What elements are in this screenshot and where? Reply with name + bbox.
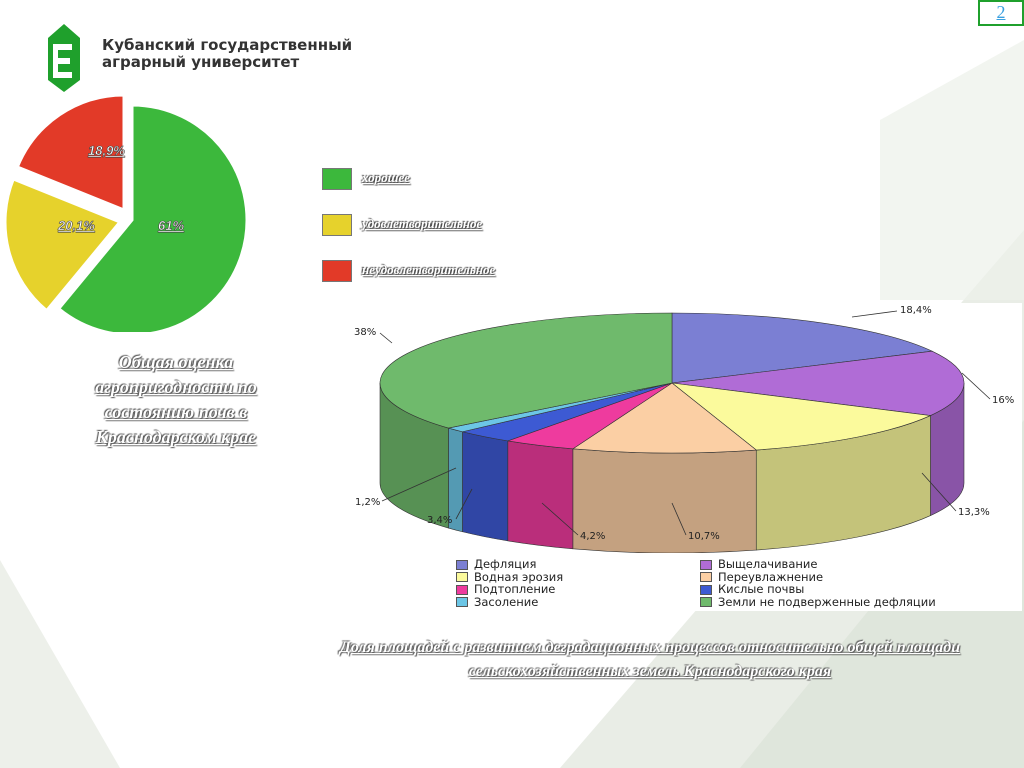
legend-item-good: хорошее	[322, 168, 582, 192]
pie2-legend-swatch-7	[700, 597, 712, 607]
university-name: Кубанский государственный аграрный униве…	[102, 37, 352, 71]
pie1-slice-2	[15, 93, 126, 213]
pie2-legend-item-7: Земли не подверженные дефляции	[700, 596, 936, 608]
pie2-slice-0	[671, 312, 934, 384]
pie2-leader-6	[381, 467, 457, 502]
pie2-side-walls	[379, 382, 965, 553]
degradation-caption: Доля площадей с развитием деградационных…	[339, 639, 961, 680]
pie2-leader-3	[671, 502, 687, 536]
university-emblem-icon	[48, 24, 80, 92]
pie2-legend-swatch-6	[456, 597, 468, 607]
pie2-top-face	[379, 312, 965, 454]
legend-swatch-satisfactory	[322, 214, 352, 236]
pie1-data-label-2: 18,9%	[88, 143, 125, 158]
pie1-data-label-0: 61%	[158, 218, 184, 233]
pie2-legend-item-0: Дефляция	[456, 558, 536, 570]
pie2-legend-label-3: Переувлажнение	[718, 569, 824, 584]
pie2-leader-lines	[379, 310, 991, 536]
pie2-legend-swatch-4	[456, 584, 468, 595]
pie2-legend-item-1: Выщелачивание	[700, 558, 817, 570]
degradation-figure: 18,4% 16% 13,3% 10,7% 4,2% 3,4% 1,2% 38% Дефляц…	[352, 303, 1022, 611]
pie2-legend-item-5: Кислые почвы	[700, 583, 804, 595]
pie2-leader-1	[961, 372, 991, 400]
pie2-data-label-6: 1,2%	[355, 497, 381, 508]
pie2-legend-swatch-0	[456, 559, 468, 570]
pie2-leader-4	[541, 502, 579, 536]
legend-item-unsatisfactory: неудовлетворительное	[322, 260, 582, 284]
degradation-legend: Дефляция Водная эрозия Подтопление Засолени…	[456, 558, 936, 610]
pie2-data-label-4: 4,2%	[580, 531, 606, 542]
pie2-legend-label-4: Подтопление	[474, 582, 556, 596]
pie2-data-label-0: 18,4%	[900, 305, 932, 316]
legend-swatch-good	[322, 168, 352, 190]
pie2-legend-swatch-1	[700, 559, 712, 570]
pie2-leader-5	[455, 488, 473, 520]
pie2-data-label-3: 10,7%	[688, 531, 720, 542]
pie2-legend-item-4: Подтопление	[456, 583, 555, 595]
legend-label-good: хорошее	[362, 170, 411, 185]
pie2-leader-2	[921, 472, 957, 512]
pie1-data-label-1: 20,1%	[57, 218, 95, 233]
slide-number-link[interactable]: 2	[978, 0, 1024, 26]
legend-swatch-unsatisfactory	[322, 260, 352, 282]
university-logo	[48, 24, 80, 92]
pie2-legend-label-2: Водная эрозия	[474, 569, 564, 584]
pie2-legend-item-6: Засоление	[456, 596, 538, 608]
soil-suitability-caption: Общая оценка агропригодности по состояни…	[95, 352, 257, 447]
pie2-legend-swatch-3	[700, 572, 712, 582]
pie2-slice-1	[671, 350, 965, 416]
degradation-3d-pie-chart	[379, 310, 991, 553]
pie2-slice-3	[571, 382, 758, 454]
pie2-legend-swatch-2	[456, 572, 468, 582]
pie2-legend-label-0: Дефляция	[474, 557, 537, 571]
pie2-side-4	[507, 440, 574, 550]
university-name-line1: Кубанский государственный	[102, 36, 353, 54]
pie2-legend-label-5: Кислые почвы	[718, 582, 805, 596]
pie2-legend-label-7: Земли не подверженные дефляции	[718, 594, 936, 609]
pie2-legend-swatch-5	[700, 584, 712, 595]
pie2-data-label-5: 3,4%	[427, 515, 453, 526]
pie1-slice-0	[56, 103, 249, 332]
pie2-side-5	[462, 431, 509, 542]
pie2-data-label-2: 13,3%	[958, 507, 990, 518]
soil-suitability-pie-chart: 61% 20,1% 18,9%	[3, 93, 249, 332]
pie2-leader-7	[379, 332, 393, 344]
pie2-slice-7	[379, 312, 673, 429]
pie2-legend-label-1: Выщелачивание	[718, 557, 818, 571]
pie2-leader-0	[851, 310, 898, 318]
pie2-legend-item-2: Водная эрозия	[456, 571, 563, 583]
legend-item-satisfactory: удовлетворительное	[322, 214, 582, 238]
pie2-data-label-7: 38%	[354, 327, 377, 338]
pie1-slice-1	[3, 177, 123, 313]
legend-label-satisfactory: удовлетворительное	[362, 216, 483, 231]
legend-label-unsatisfactory: неудовлетворительное	[362, 262, 496, 277]
pie2-slice-2	[670, 382, 932, 451]
pie2-data-label-1: 16%	[992, 395, 1015, 406]
university-name-line2: аграрный университет	[102, 53, 300, 71]
pie2-legend-item-3: Переувлажнение	[700, 571, 823, 583]
pie2-legend-label-6: Засоление	[474, 594, 539, 609]
